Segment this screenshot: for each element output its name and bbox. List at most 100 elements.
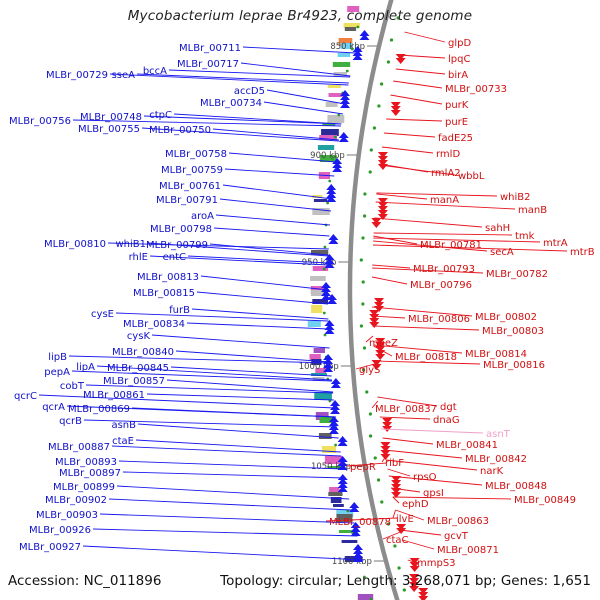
label-callout-line <box>240 62 351 77</box>
forward-strand-gene-arrow <box>390 110 401 116</box>
minor-tick-dot <box>369 597 373 600</box>
forward-strand-gene-arrow <box>418 588 429 594</box>
right-gene-label-mlbr-00803: MLBr_00803 <box>482 326 544 337</box>
reverse-strand-gene-arrow <box>326 192 337 198</box>
label-callout-line <box>390 487 421 493</box>
label-callout-line <box>215 214 331 226</box>
minor-tick-dot <box>380 500 384 504</box>
topology-label: Topology: circular; Length: 3,268,071 bp… <box>220 573 591 589</box>
label-callout-line <box>379 416 431 420</box>
right-gene-label-mlbr-00841: MLBr_00841 <box>436 440 498 451</box>
minor-tick-dot <box>345 69 349 73</box>
label-callout-line <box>209 243 329 256</box>
minor-tick-dot <box>377 104 381 108</box>
label-callout-line <box>392 496 400 504</box>
minor-tick-dot <box>372 126 376 130</box>
left-gene-label-mlbr-00927: MLBr_00927 <box>19 542 81 553</box>
reverse-strand-gene-arrow <box>359 34 370 40</box>
feature-band-block <box>307 321 321 327</box>
reverse-strand-gene-arrow <box>353 544 363 550</box>
forward-strand-gene-arrow <box>396 524 407 530</box>
reverse-strand-gene-arrow <box>337 460 348 466</box>
label-callout-line <box>99 513 355 524</box>
forward-strand-gene-arrow <box>377 206 388 212</box>
reverse-strand-gene-arrow <box>330 378 341 384</box>
right-gene-label-ephd: ephD <box>402 499 429 510</box>
minor-tick-dot <box>322 311 326 315</box>
feature-band-block <box>315 368 327 374</box>
feature-band-block <box>312 299 329 304</box>
forward-strand-gene-arrow <box>369 314 380 320</box>
reverse-strand-gene-arrow <box>350 526 361 532</box>
scale-tick-label: 1050 kbp <box>311 462 351 472</box>
label-callout-line <box>137 423 339 439</box>
feature-band-block <box>319 417 336 423</box>
label-callout-line <box>392 509 396 519</box>
forward-strand-gene-arrow <box>409 562 420 568</box>
minor-tick-dot <box>333 135 337 139</box>
label-callout-line <box>228 152 336 163</box>
left-gene-label-entc: entC <box>163 252 186 263</box>
feature-band-block <box>319 135 338 140</box>
label-callout-line <box>242 46 356 54</box>
scale-tick-label: 950 kbp <box>302 258 337 268</box>
label-callout-line <box>175 350 331 363</box>
reverse-strand-gene-arrow <box>326 184 337 190</box>
reverse-strand-gene-arrow <box>321 282 332 288</box>
right-gene-label-ribf: ribF <box>385 458 404 469</box>
right-gene-label-moez: moeZ <box>369 338 398 349</box>
label-callout-line <box>372 315 406 319</box>
feature-band-block <box>328 93 343 97</box>
reverse-strand-gene-arrow <box>323 362 334 368</box>
forward-strand-gene-arrow <box>377 214 388 220</box>
left-gene-label-cyse: cysE <box>91 309 114 320</box>
label-callout-line <box>390 94 443 105</box>
forward-strand-gene-arrow <box>374 298 385 304</box>
reverse-strand-gene-arrow <box>328 238 339 244</box>
right-gene-label-mlbr-00814: MLBr_00814 <box>465 349 527 360</box>
right-gene-label-mlbr-00848: MLBr_00848 <box>485 481 547 492</box>
reverse-strand-gene-arrow <box>330 400 341 406</box>
scale-tick-label: 1000 kbp <box>299 362 339 372</box>
feature-band-block <box>312 195 323 198</box>
minor-tick-dot <box>361 236 365 240</box>
left-gene-label-ctae: ctaE <box>112 436 134 447</box>
feature-band-block <box>328 492 343 496</box>
forward-strand-gene-arrow <box>396 528 407 534</box>
reverse-strand-gene-arrow <box>340 94 351 100</box>
forward-strand-gene-arrow <box>418 592 429 598</box>
label-callout-line <box>96 365 332 381</box>
forward-strand-gene-arrow <box>395 58 406 64</box>
feature-band-block <box>333 72 347 76</box>
feature-band-block <box>347 6 360 12</box>
right-gene-label-mlbr-00849: MLBr_00849 <box>514 495 576 506</box>
label-callout-line <box>108 498 352 511</box>
forward-strand-gene-arrow <box>382 418 393 424</box>
label-callout-line <box>355 363 375 370</box>
label-callout-line <box>407 559 415 563</box>
minor-tick-dot <box>361 280 365 284</box>
forward-strand-gene-arrow <box>377 210 388 216</box>
map-title: Mycobacterium leprae Br4923, complete ge… <box>127 8 473 24</box>
forward-strand-gene-arrow <box>375 350 386 356</box>
label-callout-line <box>222 184 333 200</box>
right-gene-label-mlbr-00796: MLBr_00796 <box>410 280 472 291</box>
minor-tick-dot <box>380 82 384 86</box>
minor-tick-dot <box>363 214 367 218</box>
forward-strand-gene-arrow <box>409 558 420 564</box>
label-callout-line <box>263 101 344 115</box>
minor-tick-dot <box>373 456 377 460</box>
minor-tick-dot <box>386 522 391 526</box>
feature-band-block <box>317 145 335 150</box>
label-callout-line <box>168 69 351 78</box>
left-gene-label-mlbr-00869: MLBr_00869 <box>68 404 130 415</box>
reverse-strand-gene-arrow <box>327 294 338 300</box>
left-gene-label-furb: furB <box>169 305 190 316</box>
label-callout-line <box>393 80 443 89</box>
feature-band-block <box>312 208 330 215</box>
right-gene-label-mlbr-00816: MLBr_00816 <box>483 360 545 371</box>
label-callout-line <box>266 89 345 105</box>
right-gene-label-bira: birA <box>448 70 468 81</box>
label-callout-line <box>386 118 443 122</box>
label-callout-line <box>383 132 436 138</box>
